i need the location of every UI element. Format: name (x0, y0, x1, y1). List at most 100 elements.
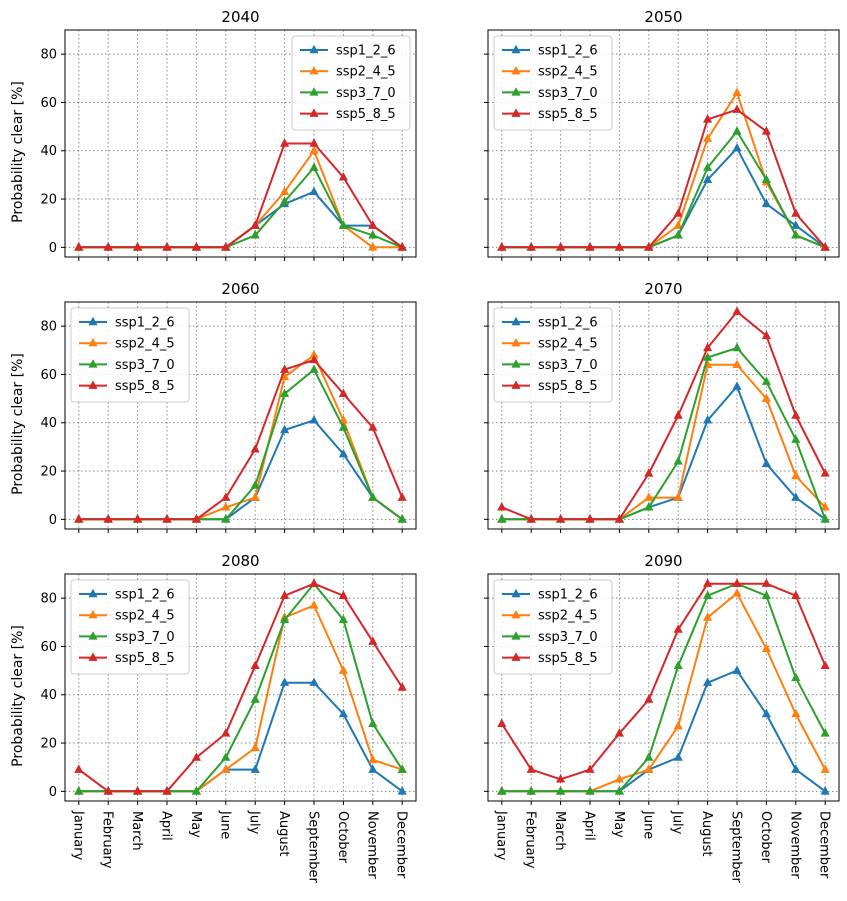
data-point-ssp5_8_5 (103, 786, 113, 795)
data-point-ssp2_4_5 (614, 774, 624, 783)
legend-marker-ssp2_4_5 (511, 66, 521, 75)
data-point-ssp5_8_5 (397, 492, 407, 501)
data-point-ssp2_4_5 (221, 764, 231, 773)
data-point-ssp3_7_0 (820, 728, 830, 737)
data-point-ssp3_7_0 (397, 514, 407, 523)
data-point-ssp5_8_5 (103, 242, 113, 251)
data-point-ssp2_4_5 (761, 393, 771, 402)
data-point-ssp5_8_5 (614, 728, 624, 737)
data-point-ssp2_4_5 (250, 742, 260, 752)
data-point-ssp1_2_6 (338, 448, 348, 458)
data-point-ssp3_7_0 (368, 492, 378, 501)
y-tick-label: 0 (49, 785, 57, 800)
data-point-ssp5_8_5 (338, 172, 348, 181)
x-tick-label-october: October (335, 811, 350, 864)
data-point-ssp2_4_5 (644, 492, 654, 501)
data-point-ssp5_8_5 (761, 330, 771, 340)
plot-frame (487, 301, 840, 530)
legend: ssp1_2_6 ssp2_4_5 ssp3_7_0 ssp5_8_5 (493, 35, 613, 131)
legend-box (70, 307, 190, 403)
series-line-ssp1_2_6 (78, 190, 403, 249)
data-point-ssp5_8_5 (133, 242, 143, 251)
legend-box (493, 307, 613, 403)
data-point-ssp1_2_6 (820, 786, 830, 795)
data-point-ssp2_4_5 (673, 220, 683, 229)
legend-marker-ssp2_4_5 (309, 66, 319, 75)
data-point-ssp5_8_5 (74, 764, 84, 773)
subplot-2090: January February March April May June July Augu… (484, 552, 840, 884)
data-point-ssp5_8_5 (791, 590, 801, 599)
data-point-ssp5_8_5 (820, 660, 830, 669)
data-point-ssp5_8_5 (74, 514, 84, 523)
data-point-ssp5_8_5 (162, 514, 172, 523)
data-point-ssp3_7_0 (309, 162, 319, 171)
data-point-ssp5_8_5 (133, 786, 143, 795)
data-point-ssp3_7_0 (368, 718, 378, 727)
plot-frame (487, 573, 840, 802)
data-point-ssp2_4_5 (673, 720, 683, 730)
data-point-ssp1_2_6 (791, 492, 801, 501)
data-point-ssp5_8_5 (368, 422, 378, 431)
legend-marker-ssp3_7_0 (88, 631, 98, 640)
data-point-ssp3_7_0 (644, 752, 654, 761)
data-point-ssp1_2_6 (791, 220, 801, 229)
data-point-ssp3_7_0 (761, 174, 771, 183)
data-point-ssp3_7_0 (732, 126, 742, 135)
legend-label-ssp3_7_0: ssp3_7_0 (538, 86, 598, 101)
x-tick-label-september: September (729, 811, 744, 884)
series-line-ssp1_2_6 (501, 385, 826, 521)
legend-label-ssp3_7_0: ssp3_7_0 (538, 630, 598, 645)
y-tick-label: 0 (49, 241, 57, 256)
data-point-ssp1_2_6 (309, 415, 319, 424)
x-tick-label-july: July (247, 810, 262, 835)
data-point-ssp3_7_0 (791, 230, 801, 239)
data-point-ssp3_7_0 (250, 480, 260, 489)
plot-frame (64, 29, 417, 258)
data-point-ssp3_7_0 (338, 220, 348, 229)
x-tick-label-january: January (70, 810, 85, 861)
data-point-ssp1_2_6 (791, 764, 801, 773)
subplot-title: 2080 (221, 552, 259, 570)
subplot-2050: 2050 ssp1_2_6 ssp2_4_5 ssp3_7_0 ssp5_8_5 (484, 8, 840, 261)
series-line-ssp5_8_5 (500, 582, 827, 781)
data-point-ssp5_8_5 (280, 364, 290, 373)
data-point-ssp3_7_0 (703, 352, 713, 361)
legend-marker-ssp3_7_0 (511, 359, 521, 368)
legend-label-ssp2_4_5: ssp2_4_5 (115, 337, 175, 352)
data-point-ssp3_7_0 (250, 694, 260, 703)
data-point-ssp2_4_5 (644, 764, 654, 773)
legend: ssp1_2_6 ssp2_4_5 ssp3_7_0 ssp5_8_5 (70, 307, 190, 403)
data-point-ssp2_4_5 (732, 588, 742, 597)
data-point-ssp1_2_6 (703, 677, 713, 686)
data-point-ssp2_4_5 (309, 600, 319, 609)
y-tick-label: 80 (40, 48, 57, 63)
data-point-ssp3_7_0 (732, 342, 742, 352)
data-point-ssp3_7_0 (673, 456, 683, 465)
subplot-title: 2040 (221, 8, 259, 26)
data-point-ssp2_4_5 (338, 665, 348, 674)
series-line-ssp1_2_6 (78, 419, 403, 521)
data-point-ssp1_2_6 (368, 764, 378, 773)
y-tick-label: 60 (40, 368, 57, 383)
data-point-ssp2_4_5 (820, 764, 830, 773)
data-point-ssp5_8_5 (74, 242, 84, 251)
plot-frame (487, 29, 840, 258)
data-point-ssp2_4_5 (761, 643, 771, 653)
data-point-ssp5_8_5 (820, 468, 830, 477)
data-point-ssp5_8_5 (497, 242, 507, 251)
x-tick-label-july: July (670, 810, 685, 835)
legend: ssp1_2_6 ssp2_4_5 ssp3_7_0 ssp5_8_5 (70, 579, 190, 675)
data-point-ssp5_8_5 (338, 388, 348, 397)
legend-label-ssp1_2_6: ssp1_2_6 (538, 44, 598, 59)
series-line-ssp5_8_5 (501, 310, 827, 521)
data-point-ssp5_8_5 (556, 242, 566, 251)
data-point-ssp5_8_5 (644, 468, 654, 477)
legend: ssp1_2_6 ssp2_4_5 ssp3_7_0 ssp5_8_5 (493, 579, 613, 675)
data-point-ssp3_7_0 (280, 196, 290, 205)
data-point-ssp5_8_5 (397, 682, 407, 691)
legend-label-ssp3_7_0: ssp3_7_0 (115, 358, 175, 373)
data-point-ssp5_8_5 (497, 718, 507, 727)
data-point-ssp3_7_0 (556, 786, 566, 795)
legend-marker-ssp1_2_6 (309, 44, 319, 54)
data-point-ssp5_8_5 (585, 764, 595, 773)
